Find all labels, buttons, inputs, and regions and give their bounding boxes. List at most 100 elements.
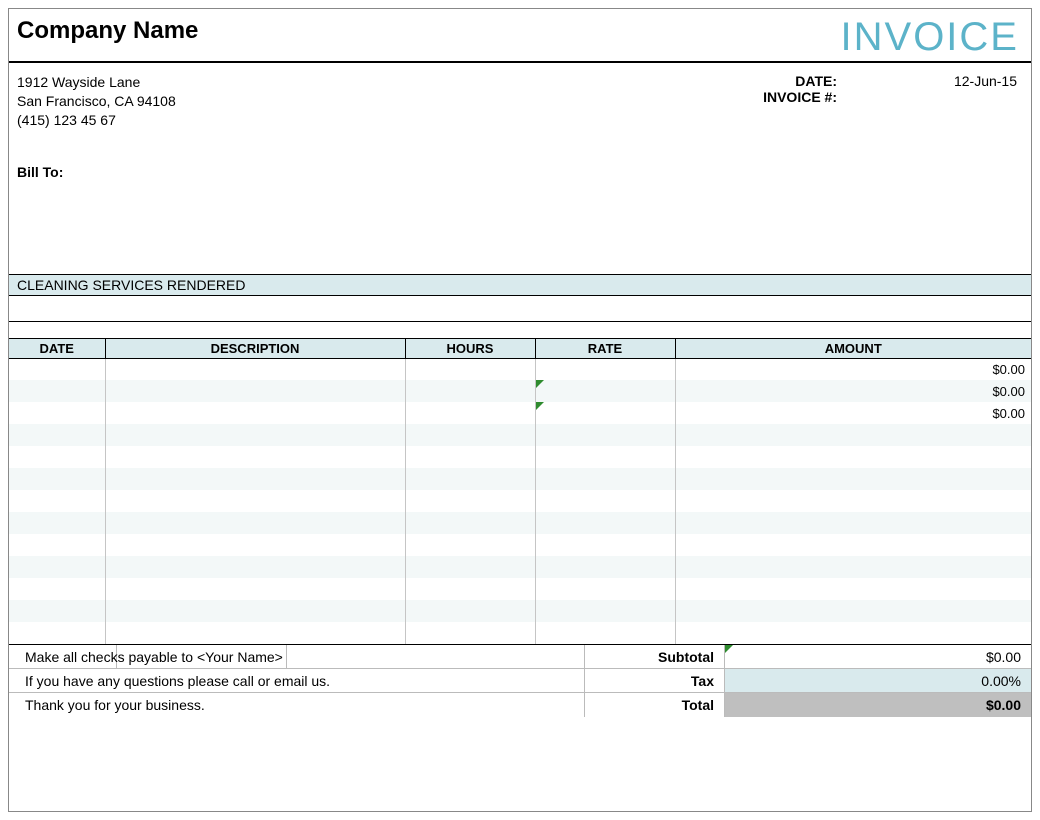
cell-hours	[405, 446, 535, 468]
cell-rate	[535, 402, 675, 424]
cell-date	[9, 622, 105, 644]
table-row: $0.00	[9, 402, 1031, 424]
addr-street: 1912 Wayside Lane	[17, 73, 176, 92]
footer-note-3: Thank you for your business.	[9, 693, 585, 717]
cell-amount	[675, 468, 1031, 490]
table-row	[9, 424, 1031, 446]
cell-date	[9, 446, 105, 468]
cell-hours	[405, 402, 535, 424]
cell-date	[9, 402, 105, 424]
footer-grid: Make all checks payable to <Your Name> S…	[9, 644, 1031, 717]
items-body: $0.00$0.00$0.00	[9, 358, 1031, 644]
cell-date	[9, 534, 105, 556]
cell-date	[9, 424, 105, 446]
cell-rate	[535, 380, 675, 402]
cell-rate	[535, 600, 675, 622]
bill-to-label: Bill To:	[9, 134, 1031, 184]
cell-date	[9, 512, 105, 534]
header-bar: Company Name INVOICE	[9, 9, 1031, 63]
section-banner: CLEANING SERVICES RENDERED	[9, 274, 1031, 296]
total-label: Total	[585, 693, 725, 717]
cell-date	[9, 490, 105, 512]
addr-phone: (415) 123 45 67	[17, 111, 176, 130]
cell-desc	[105, 402, 405, 424]
cell-hours	[405, 380, 535, 402]
table-row	[9, 468, 1031, 490]
cell-desc	[105, 358, 405, 380]
meta-right: DATE: INVOICE #: 12-Jun-15	[763, 73, 1017, 130]
cell-hours	[405, 490, 535, 512]
meta-block: 1912 Wayside Lane San Francisco, CA 9410…	[9, 63, 1031, 134]
meta-labels: DATE: INVOICE #:	[763, 73, 837, 130]
table-row	[9, 446, 1031, 468]
table-row: $0.00	[9, 358, 1031, 380]
tax-value: 0.00%	[725, 669, 1031, 693]
cell-hours	[405, 468, 535, 490]
cell-hours	[405, 556, 535, 578]
date-label: DATE:	[763, 73, 837, 89]
cell-desc	[105, 622, 405, 644]
col-desc: DESCRIPTION	[105, 338, 405, 358]
cell-rate	[535, 446, 675, 468]
cell-date	[9, 578, 105, 600]
cell-hours	[405, 578, 535, 600]
cell-desc	[105, 380, 405, 402]
table-row	[9, 512, 1031, 534]
cell-amount	[675, 578, 1031, 600]
table-row	[9, 578, 1031, 600]
cell-hours	[405, 358, 535, 380]
date-value: 12-Jun-15	[897, 73, 1017, 89]
footer-note-1: Make all checks payable to <Your Name>	[9, 645, 585, 669]
cell-desc	[105, 600, 405, 622]
table-row: $0.00	[9, 380, 1031, 402]
cell-rate	[535, 490, 675, 512]
cell-amount: $0.00	[675, 358, 1031, 380]
tax-label: Tax	[585, 669, 725, 693]
banner-blank-row	[9, 296, 1031, 322]
cell-hours	[405, 600, 535, 622]
cell-desc	[105, 578, 405, 600]
cell-desc	[105, 534, 405, 556]
cell-desc	[105, 424, 405, 446]
table-row	[9, 490, 1031, 512]
col-hours: HOURS	[405, 338, 535, 358]
table-row	[9, 600, 1031, 622]
cell-rate	[535, 534, 675, 556]
total-value: $0.00	[725, 693, 1031, 717]
bill-to-space	[9, 184, 1031, 274]
cell-amount	[675, 534, 1031, 556]
cell-hours	[405, 424, 535, 446]
invoice-page: Company Name INVOICE 1912 Wayside Lane S…	[8, 8, 1032, 812]
company-name: Company Name	[17, 17, 198, 45]
company-address: 1912 Wayside Lane San Francisco, CA 9410…	[17, 73, 176, 130]
cell-amount	[675, 446, 1031, 468]
table-head: DATE DESCRIPTION HOURS RATE AMOUNT	[9, 338, 1031, 358]
col-rate: RATE	[535, 338, 675, 358]
cell-amount: $0.00	[675, 402, 1031, 424]
cell-rate	[535, 578, 675, 600]
table-row	[9, 556, 1031, 578]
cell-desc	[105, 468, 405, 490]
cell-rate	[535, 622, 675, 644]
cell-amount	[675, 512, 1031, 534]
invoice-no-label: INVOICE #:	[763, 89, 837, 105]
cell-date	[9, 358, 105, 380]
cell-rate	[535, 512, 675, 534]
invoice-title: INVOICE	[841, 17, 1019, 57]
cell-amount	[675, 622, 1031, 644]
gap-before-table	[9, 322, 1031, 338]
cell-desc	[105, 446, 405, 468]
cell-amount: $0.00	[675, 380, 1031, 402]
cell-hours	[405, 534, 535, 556]
cell-date	[9, 556, 105, 578]
subtotal-label: Subtotal	[585, 645, 725, 669]
cell-date	[9, 380, 105, 402]
col-date: DATE	[9, 338, 105, 358]
cell-amount	[675, 556, 1031, 578]
table-row	[9, 622, 1031, 644]
cell-date	[9, 600, 105, 622]
subtotal-value: $0.00	[725, 645, 1031, 669]
col-amount: AMOUNT	[675, 338, 1031, 358]
cell-desc	[105, 556, 405, 578]
cell-date	[9, 468, 105, 490]
